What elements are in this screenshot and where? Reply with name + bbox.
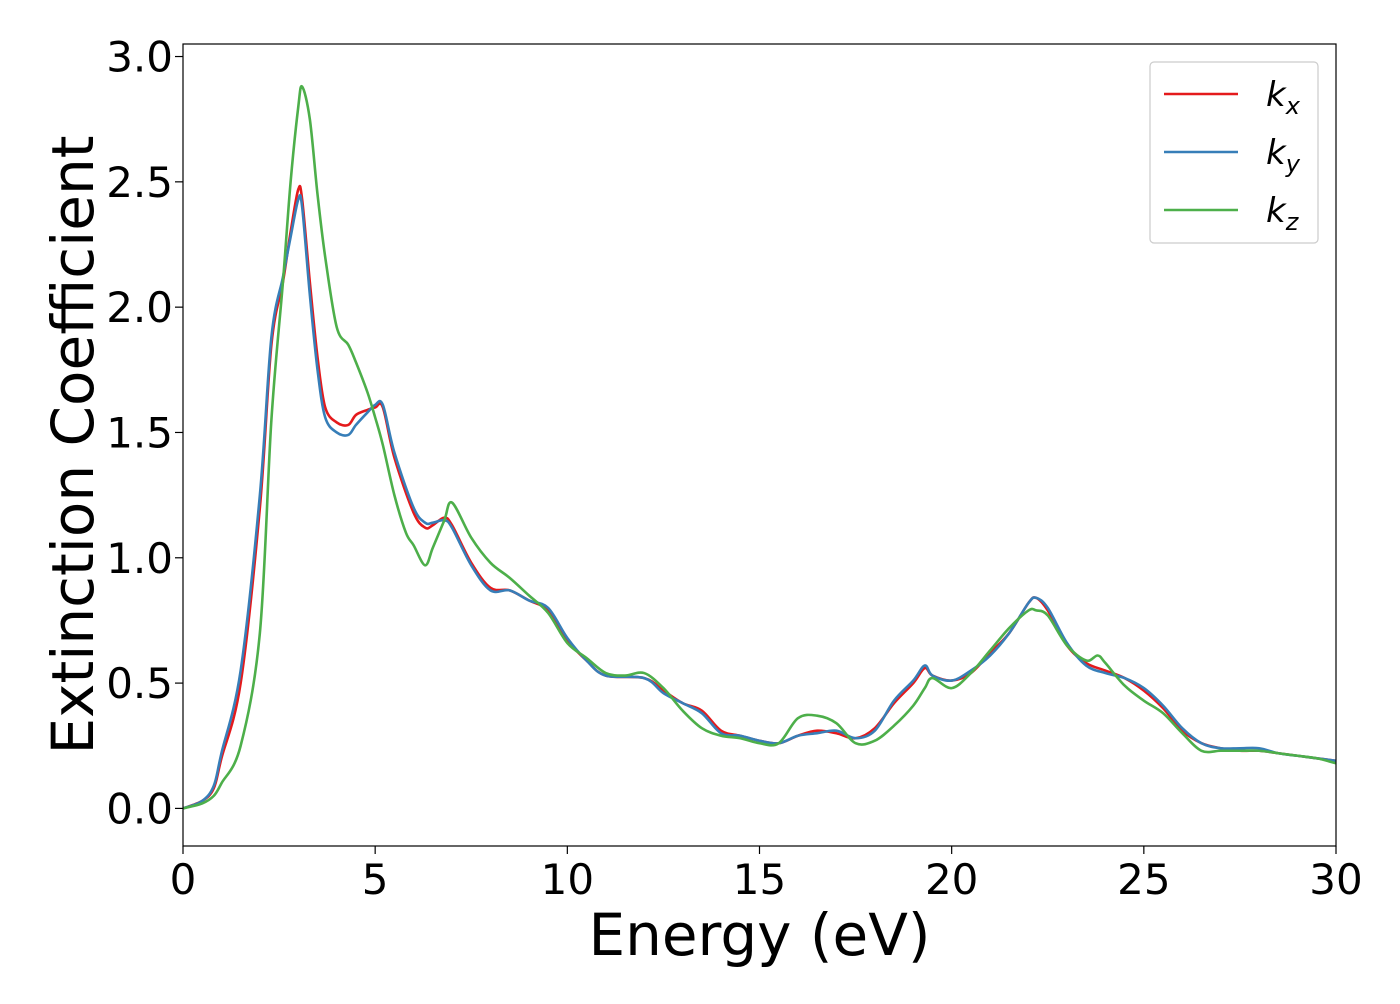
x-axis-label: Energy (eV) [588,901,930,969]
y-tick-label: 2.0 [106,283,173,332]
x-tick-label: 25 [1117,855,1170,904]
legend-label-z: kz [1266,191,1300,236]
series-line-x [183,184,1336,810]
y-tick-label: 2.5 [106,158,173,207]
legend-label-base: k [1266,133,1287,173]
legend-label-y: ky [1266,133,1301,178]
y-tick-label: 1.5 [106,408,173,457]
legend-label-subscript: y [1285,150,1301,178]
x-tick-label: 10 [541,855,594,904]
series-line-y [183,194,1336,810]
legend-label-base: k [1266,75,1287,115]
x-tick-label: 0 [170,855,197,904]
y-axis-label: Extinction Coefficient [39,136,107,755]
legend-label-subscript: x [1285,92,1301,120]
y-tick-label: 1.0 [106,534,173,583]
legend-label-base: k [1266,191,1287,231]
series-line-z [183,84,1336,810]
y-tick-label: 0.0 [106,784,173,833]
legend-label-x: kx [1266,75,1301,120]
y-axis-ticks: 0.0 0.5 1.0 1.5 2.0 2.5 3.0 [106,33,183,833]
x-tick-label: 15 [733,855,786,904]
legend-label-subscript: z [1285,208,1300,236]
x-tick-label: 5 [362,855,389,904]
y-tick-label: 3.0 [106,33,173,82]
x-tick-label: 20 [925,855,978,904]
plot-layer [183,84,1336,810]
legend-entry-x: kx [1164,75,1301,120]
x-axis-ticks: 0 5 10 15 20 25 30 [170,846,1363,904]
legend-entry-y: ky [1164,133,1301,178]
y-tick-label: 0.5 [106,659,173,708]
legend-entry-z: kz [1164,191,1300,236]
x-tick-label: 30 [1309,855,1362,904]
